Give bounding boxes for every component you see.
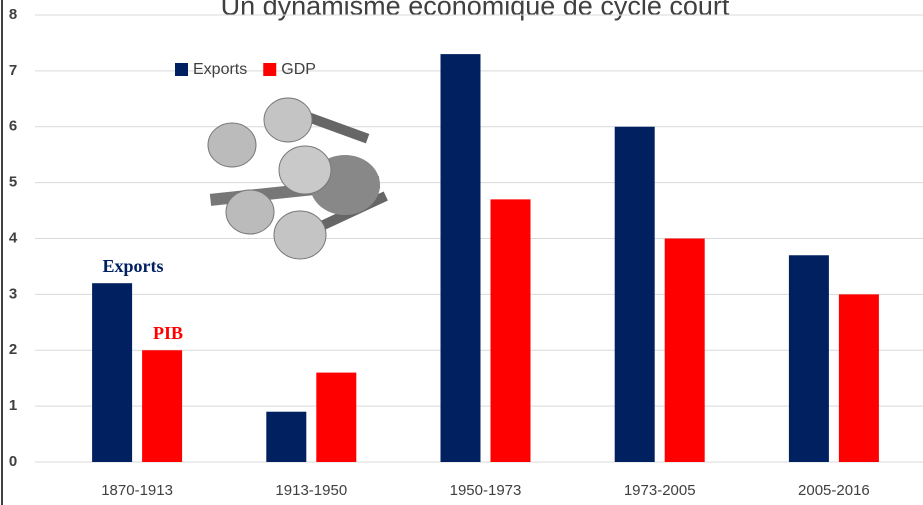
y-tick-label: 1 [9,397,17,414]
legend-label: GDP [281,61,316,78]
x-tick-label: 1950-1973 [450,482,522,499]
legend-label: Exports [193,61,247,78]
x-tick-label: 1870-1913 [101,482,173,499]
engine-illustration [207,97,388,260]
bar [316,372,357,462]
legend-swatch [263,63,277,76]
annotation: PIB [153,323,183,343]
y-tick-label: 7 [9,62,17,79]
y-tick-label: 8 [9,6,17,23]
bar [266,411,307,462]
x-tick-label: 1973-2005 [624,482,696,499]
chart-title: Un dynamisme économique de cycle court [221,0,730,21]
bar [440,54,481,463]
bar [614,126,655,462]
bar [664,238,705,462]
bar [838,294,879,462]
y-tick-label: 0 [9,453,17,470]
bar [788,255,829,462]
y-tick-label: 2 [9,341,17,358]
x-tick-label: 2005-2016 [798,482,870,499]
bar [490,199,531,462]
y-tick-label: 4 [9,229,18,246]
annotation: Exports [102,256,163,276]
y-tick-label: 5 [9,174,17,191]
bar [92,283,133,462]
legend-swatch [175,63,188,76]
y-tick-label: 3 [9,285,17,302]
x-tick-label: 1913-1950 [275,482,347,499]
bar [142,350,183,462]
y-tick-label: 6 [9,118,17,135]
